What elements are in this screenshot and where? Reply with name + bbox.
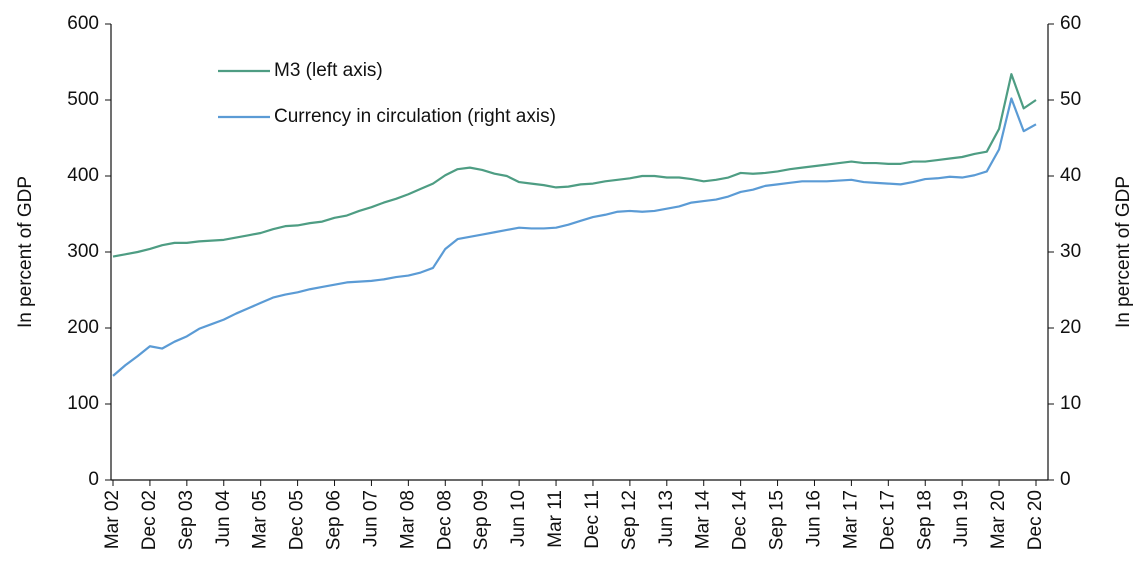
y2-axis-label: In percent of GDP xyxy=(1113,176,1134,328)
x-tick-label: Mar 20 xyxy=(988,490,1009,549)
x-tick-label: Sep 06 xyxy=(324,490,345,550)
y-tick-label: 0 xyxy=(88,469,99,490)
x-tick-label: Mar 14 xyxy=(693,490,714,550)
y-axis-label: In percent of GDP xyxy=(15,176,36,328)
x-tick-label: Jun 19 xyxy=(951,490,972,547)
x-tick-label: Mar 11 xyxy=(545,490,566,548)
x-tick-label: Jun 04 xyxy=(213,490,234,547)
y-tick-label: 100 xyxy=(67,393,99,414)
x-tick-label: Sep 18 xyxy=(914,490,935,550)
x-tick-label: Mar 17 xyxy=(840,490,861,549)
x-tick-label: Dec 11 xyxy=(582,490,603,549)
y-tick-label: 600 xyxy=(67,13,99,34)
x-tick-label: Sep 12 xyxy=(619,490,640,550)
x-tick-label: Sep 09 xyxy=(471,490,492,550)
series-line xyxy=(112,97,1037,377)
y-tick-label: 400 xyxy=(67,165,99,186)
x-tick-label: Jun 07 xyxy=(360,490,381,547)
series-line xyxy=(112,73,1037,258)
y-tick-label: 300 xyxy=(67,241,99,262)
x-tick-label: Jun 16 xyxy=(803,490,824,547)
x-tick-label: Mar 02 xyxy=(102,490,123,549)
x-tick-label: Dec 08 xyxy=(434,490,455,550)
y2-tick-label: 0 xyxy=(1060,469,1071,490)
y2-tick-label: 40 xyxy=(1060,165,1081,186)
x-tick-label: Mar 05 xyxy=(250,490,271,549)
x-tick-label: Jun 13 xyxy=(656,490,677,547)
x-tick-label: Sep 15 xyxy=(767,490,788,550)
y-tick-label: 200 xyxy=(67,317,99,338)
y2-tick-label: 50 xyxy=(1060,89,1081,110)
y-tick-label: 500 xyxy=(67,89,99,110)
legend-label: M3 (left axis) xyxy=(274,60,383,81)
x-tick-label: Mar 08 xyxy=(397,490,418,549)
legend-label: Currency in circulation (right axis) xyxy=(274,106,556,127)
x-tick-label: Jun 10 xyxy=(508,490,529,547)
x-tick-label: Dec 14 xyxy=(730,490,751,551)
y2-tick-label: 20 xyxy=(1060,317,1081,338)
x-tick-label: Dec 05 xyxy=(287,490,308,550)
y2-tick-label: 30 xyxy=(1060,241,1081,262)
x-tick-label: Dec 17 xyxy=(877,490,898,550)
x-tick-label: Sep 03 xyxy=(176,490,197,550)
y2-tick-label: 60 xyxy=(1060,13,1081,34)
x-tick-label: Dec 20 xyxy=(1025,490,1046,550)
x-tick-label: Dec 02 xyxy=(139,490,160,550)
y2-tick-label: 10 xyxy=(1060,393,1081,414)
